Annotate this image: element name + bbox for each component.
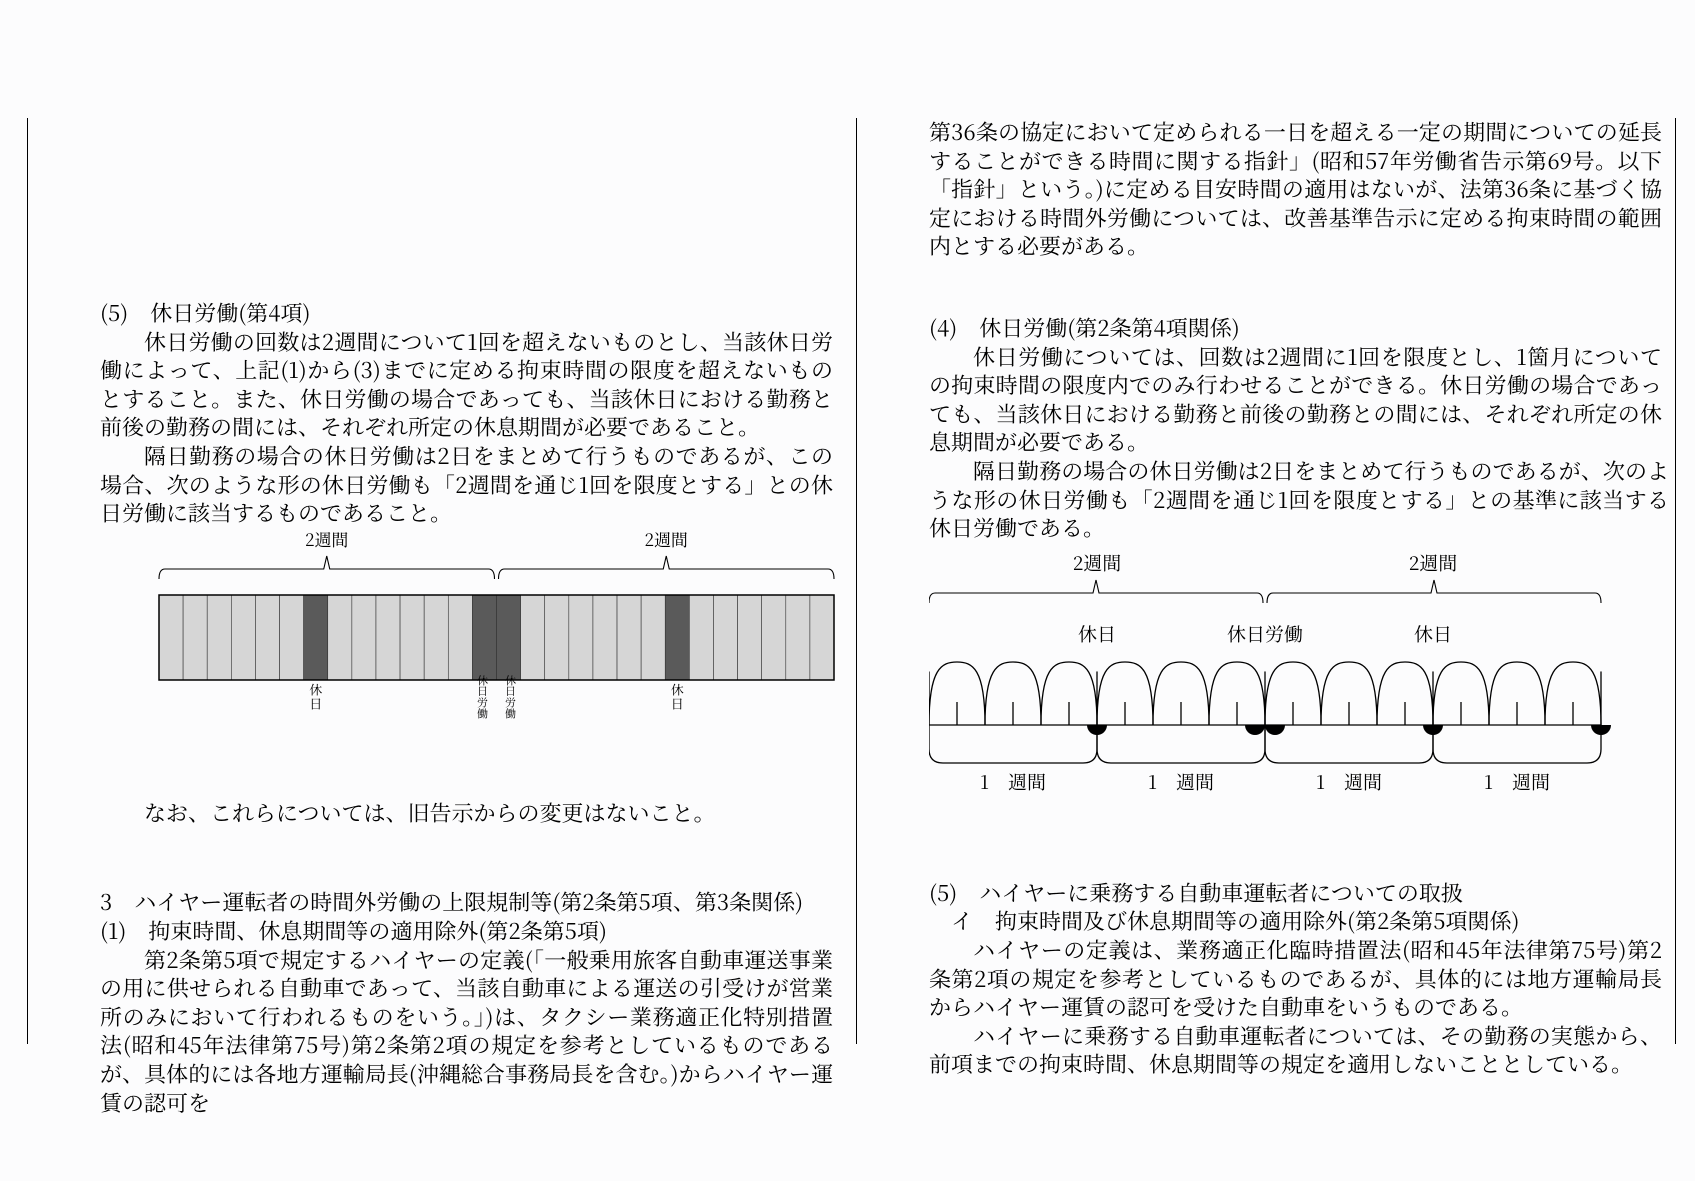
svg-text:1 週間: 1 週間 — [980, 768, 1046, 795]
svg-text:休日労働: 休日労働 — [503, 674, 519, 720]
svg-text:2週間: 2週間 — [1073, 549, 1122, 576]
svg-text:1 週間: 1 週間 — [1484, 768, 1550, 795]
svg-text:休日: 休日 — [1078, 620, 1116, 647]
svg-text:1 週間: 1 週間 — [1316, 768, 1382, 795]
svg-text:2週間: 2週間 — [305, 532, 349, 551]
svg-text:休日: 休日 — [306, 683, 325, 709]
svg-text:休日: 休日 — [668, 683, 687, 709]
svg-text:1 週間: 1 週間 — [1148, 768, 1214, 795]
svg-text:休日: 休日 — [1414, 620, 1452, 647]
svg-text:2週間: 2週間 — [645, 532, 689, 551]
svg-text:休日労働: 休日労働 — [1227, 620, 1303, 647]
svg-text:休日労働: 休日労働 — [474, 674, 490, 720]
svg-text:2週間: 2週間 — [1409, 549, 1458, 576]
